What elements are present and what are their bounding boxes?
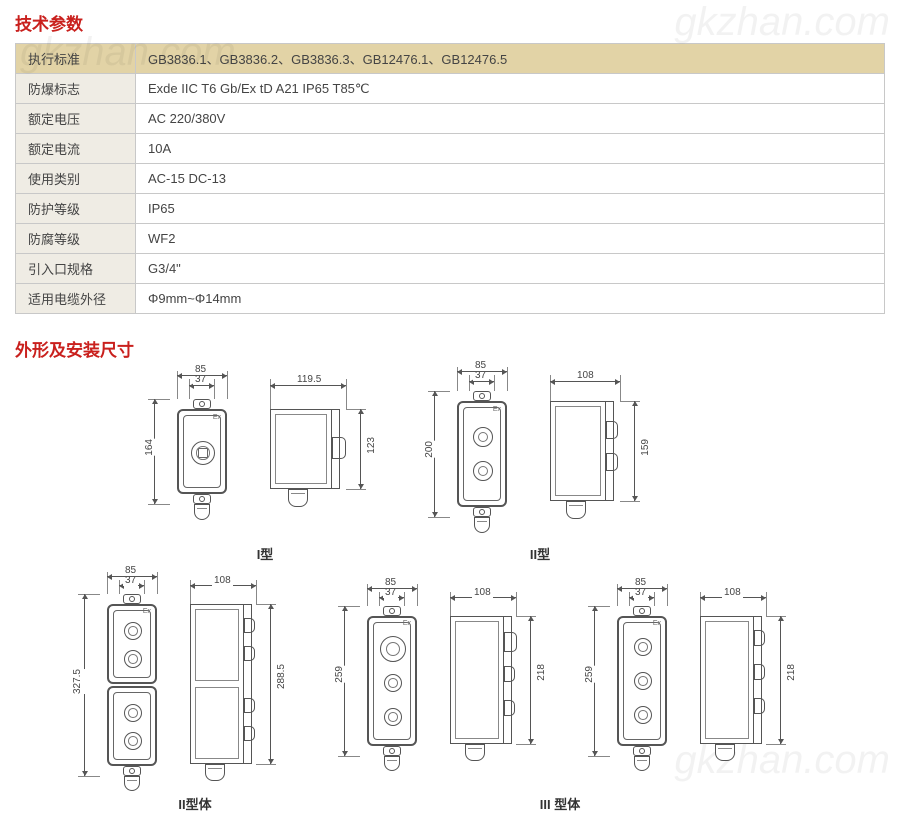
dim-123: 123 <box>364 437 379 454</box>
spec-value: 10A <box>136 134 885 164</box>
spec-label: 防护等级 <box>16 194 136 224</box>
spec-value: Φ9mm~Φ14mm <box>136 284 885 314</box>
dim-85: 85 <box>383 577 398 588</box>
diagram-type1-front: 37 85 Ex 164 <box>170 399 260 549</box>
spec-label: 使用类别 <box>16 164 136 194</box>
table-row: 防爆标志Exde IIC T6 Gb/Ex tD A21 IP65 T85℃ <box>16 74 885 104</box>
dim-85: 85 <box>123 565 138 576</box>
table-row: 适用电缆外径Φ9mm~Φ14mm <box>16 284 885 314</box>
diagram-type2-front: 37 85 Ex 200 <box>450 391 540 556</box>
table-row: 额定电流10A <box>16 134 885 164</box>
dim-218: 218 <box>534 664 549 681</box>
dim-108: 108 <box>472 587 493 598</box>
ex-mark: Ex <box>143 608 151 615</box>
dim-3275: 327.5 <box>70 669 85 694</box>
dim-259: 259 <box>332 666 347 683</box>
diagram-type1-side: 119.5 123 <box>270 399 380 549</box>
type-label-2: II型 <box>520 544 560 563</box>
dim-164: 164 <box>142 439 157 456</box>
spec-value: IP65 <box>136 194 885 224</box>
table-row: 执行标准GB3836.1、GB3836.2、GB3836.3、GB12476.1… <box>16 44 885 74</box>
diagram-type3b-front-a: 37 85 Ex 259 <box>360 606 450 796</box>
dim-85: 85 <box>633 577 648 588</box>
dim-259: 259 <box>582 666 597 683</box>
spec-value: GB3836.1、GB3836.2、GB3836.3、GB12476.1、GB1… <box>136 44 885 74</box>
spec-label: 执行标准 <box>16 44 136 74</box>
dim-200: 200 <box>422 441 437 458</box>
ex-mark: Ex <box>213 414 221 421</box>
diagram-type2b-side: 108 288.5 <box>190 594 300 799</box>
dim-108: 108 <box>212 575 233 586</box>
dim-1195: 119.5 <box>295 374 323 385</box>
spec-label: 额定电流 <box>16 134 136 164</box>
spec-label: 防爆标志 <box>16 74 136 104</box>
table-row: 防护等级IP65 <box>16 194 885 224</box>
table-row: 使用类别AC-15 DC-13 <box>16 164 885 194</box>
diagram-type3b-side-a: 108 218 <box>450 606 560 796</box>
spec-label: 引入口规格 <box>16 254 136 284</box>
ex-mark: Ex <box>493 406 501 413</box>
spec-value: G3/4" <box>136 254 885 284</box>
ex-mark: Ex <box>403 620 411 627</box>
dim-85: 85 <box>193 364 208 375</box>
spec-label: 额定电压 <box>16 104 136 134</box>
diagrams-area: 37 85 Ex 164 119.5 123 <box>15 369 885 809</box>
diagram-type2b-front: 37 85 Ex 327.5 <box>100 594 190 799</box>
table-row: 防腐等级WF2 <box>16 224 885 254</box>
spec-label: 适用电缆外径 <box>16 284 136 314</box>
dim-85: 85 <box>473 360 488 371</box>
diagram-type2-side: 108 159 <box>550 391 660 556</box>
spec-value: AC 220/380V <box>136 104 885 134</box>
type-label-3b: III 型体 <box>520 794 600 813</box>
table-row: 额定电压AC 220/380V <box>16 104 885 134</box>
spec-value: AC-15 DC-13 <box>136 164 885 194</box>
dim-108: 108 <box>575 370 596 381</box>
type-label-2b: II型体 <box>165 794 225 813</box>
dim-218: 218 <box>784 664 799 681</box>
section-title-dims: 外形及安装尺寸 <box>15 336 885 361</box>
dim-2885: 288.5 <box>274 664 289 689</box>
spec-value: Exde IIC T6 Gb/Ex tD A21 IP65 T85℃ <box>136 74 885 104</box>
dim-159: 159 <box>638 439 653 456</box>
table-row: 引入口规格G3/4" <box>16 254 885 284</box>
section-title-spec: 技术参数 <box>15 10 885 35</box>
spec-table: 执行标准GB3836.1、GB3836.2、GB3836.3、GB12476.1… <box>15 43 885 314</box>
spec-value: WF2 <box>136 224 885 254</box>
type-label-1: I型 <box>245 544 285 563</box>
ex-mark: Ex <box>653 620 661 627</box>
dim-108: 108 <box>722 587 743 598</box>
spec-label: 防腐等级 <box>16 224 136 254</box>
diagram-type3b-front-b: 37 85 Ex 259 <box>610 606 700 796</box>
diagram-type3b-side-b: 108 218 <box>700 606 810 796</box>
